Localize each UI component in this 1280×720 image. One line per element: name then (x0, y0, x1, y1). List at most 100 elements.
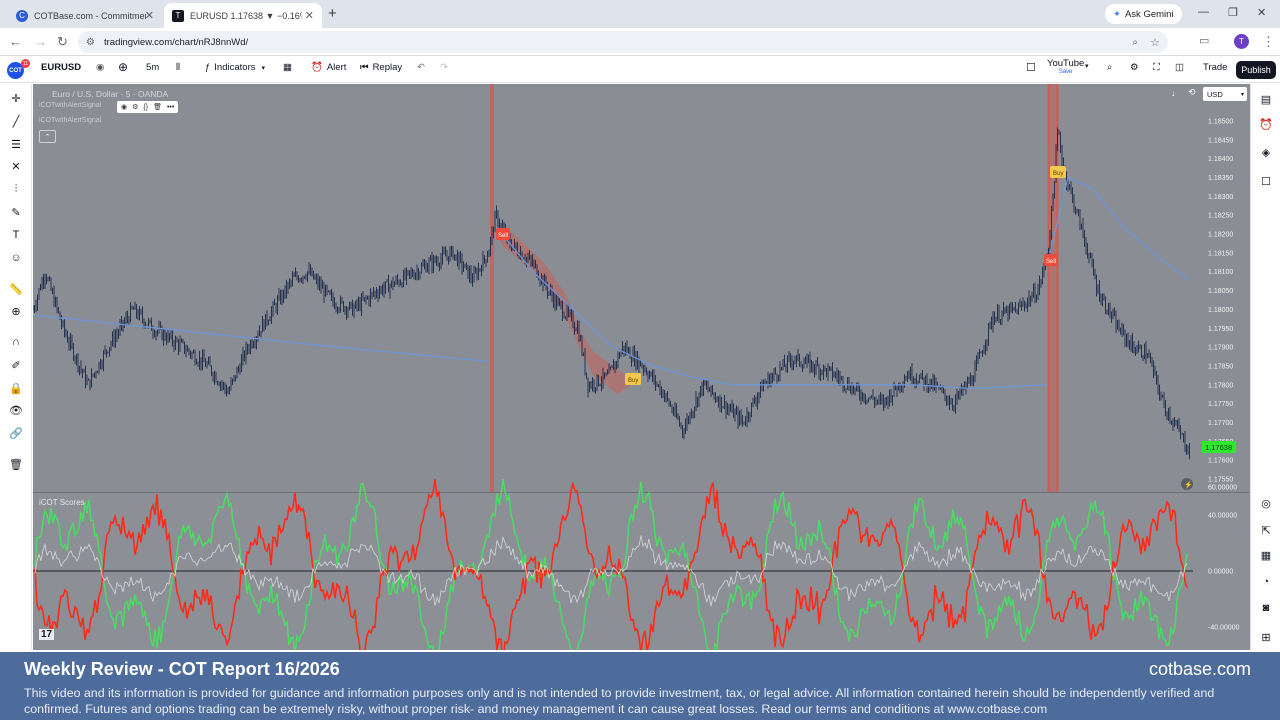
rocket-icon[interactable]: ⇱ (1261, 524, 1271, 537)
current-price-text: 1.17638 (1205, 443, 1232, 452)
currency-select[interactable]: USD ▾ (1203, 87, 1247, 101)
buy-signal-marker[interactable] (1050, 166, 1066, 178)
alerts-clock-icon[interactable]: ⏰ (1259, 118, 1273, 131)
restore-icon[interactable]: ❐ (1228, 7, 1238, 19)
new-tab-icon[interactable]: + (328, 5, 337, 22)
ruler-icon[interactable]: 📏 (9, 283, 23, 296)
pattern-icon[interactable]: ✕ (11, 160, 21, 173)
close-tab-icon[interactable]: ✕ (304, 10, 314, 22)
price-tick-label: 1.17600 (1208, 458, 1233, 465)
settings-icon[interactable]: ⚙ (1130, 62, 1139, 73)
magnet-icon[interactable]: ∩ (12, 336, 20, 348)
chevron-down-icon[interactable]: ▾ (1085, 63, 1089, 70)
symbol-title[interactable]: Euro / U.S. Dollar · 5 · OANDA (52, 89, 169, 99)
zoom-icon[interactable]: ⌕ (1132, 36, 1138, 48)
price-tick-label: 1.18300 (1208, 194, 1233, 201)
sub-pane-title[interactable]: iCOT Scores (39, 498, 85, 507)
tradingview-watermark[interactable]: 17 (39, 629, 55, 640)
price-axis[interactable]: 1.18500 1.18450 1.18400 1.18350 1.18300 1.182… (1208, 119, 1233, 484)
profile-avatar[interactable]: T (1234, 34, 1249, 49)
price-tick-label: 1.18350 (1208, 175, 1233, 182)
ask-gemini-button[interactable]: ✦ Ask Gemini (1105, 4, 1182, 24)
trend-line-icon[interactable]: ╱ (12, 115, 20, 128)
fullscreen-icon[interactable]: ⛶ (1153, 62, 1160, 73)
replay-button[interactable]: ⏮ Replay (360, 62, 402, 73)
tab-cotbase[interactable]: C COTBase.com - Commitments of ✕ (8, 3, 162, 28)
text-icon[interactable]: T (12, 229, 20, 241)
layers-icon[interactable]: ◈ (1261, 146, 1271, 159)
snapshot-icon[interactable]: ◫ (1175, 62, 1184, 73)
settings-icon[interactable]: ⚙ (132, 104, 139, 111)
chat-icon[interactable]: ☐ (1261, 175, 1271, 188)
trade-button[interactable]: Trade (1203, 62, 1228, 73)
search-icon[interactable]: ⌕ (1107, 62, 1113, 73)
download-icon[interactable]: ↓ (1171, 88, 1176, 98)
sync-icon[interactable]: ⟲ (1188, 87, 1196, 97)
calendar-icon[interactable]: ▦ (1260, 549, 1272, 562)
sell-signal-marker[interactable] (1044, 254, 1058, 266)
tradingview-logo[interactable]: COT (7, 62, 24, 79)
stay-drawing-icon[interactable]: ✐ (11, 359, 21, 372)
emoji-icon[interactable]: ☺ (10, 252, 22, 264)
eye-icon[interactable]: ◉ (121, 104, 128, 111)
minimize-icon[interactable]: — (1198, 6, 1209, 18)
indicators-label: Indicators (214, 62, 256, 73)
undo-icon[interactable]: ↶ (417, 62, 425, 73)
crosshair-icon[interactable]: ✛ (11, 92, 21, 105)
interval-button[interactable]: 5m (146, 62, 160, 73)
address-bar[interactable]: ⚙ tradingview.com/chart/nRJ8nnWd/ ⌕ ☆ (78, 31, 1168, 53)
signal-icon[interactable]: ◔ (1262, 576, 1270, 588)
site-info-icon[interactable]: ⚙ (86, 36, 95, 48)
eye-icon[interactable]: 👁 (9, 404, 23, 417)
price-tick-label: 1.18100 (1208, 269, 1233, 276)
tab-tradingview[interactable]: T EURUSD 1.17638 ▼ −0.16% Yo ✕ (164, 3, 322, 28)
collapse-legend-button[interactable]: ⌃ (39, 130, 56, 143)
indicators-button[interactable]: ƒ Indicators ▾ (205, 62, 265, 73)
indicator-name[interactable]: iCOTwithAlertSignal (39, 102, 102, 109)
forecast-icon[interactable]: ⫶ (14, 182, 18, 195)
delete-icon[interactable]: 🗑 (153, 104, 162, 111)
price-tick-label: 1.17900 (1208, 345, 1233, 352)
price-tick-label: 1.17800 (1208, 382, 1233, 389)
alert-button[interactable]: ⏰ Alert (311, 62, 346, 73)
publish-button[interactable]: Publish (1236, 61, 1276, 79)
redo-icon[interactable]: ↷ (440, 62, 448, 73)
buy-signal-label: Buy (628, 378, 638, 384)
buy-signal-marker[interactable] (625, 373, 641, 385)
zoom-in-icon[interactable]: ⊕ (11, 305, 21, 318)
go-to-realtime-icon[interactable] (1181, 478, 1193, 490)
fib-icon[interactable]: ☰ (11, 138, 21, 151)
apps-grid-icon[interactable]: ⊞ (1261, 631, 1271, 644)
link-icon[interactable]: 🔗 (9, 427, 23, 440)
buy-signal-label: Buy (1053, 171, 1063, 177)
browser-menu-icon[interactable]: ⋮ (1262, 34, 1275, 49)
layout-square-icon[interactable]: ☐ (1026, 62, 1036, 74)
back-icon[interactable]: ← (9, 34, 22, 49)
forward-icon[interactable]: → (34, 34, 47, 49)
target-icon[interactable]: ◎ (1261, 497, 1271, 510)
watch-icon[interactable]: ◉ (96, 62, 105, 73)
symbol-search[interactable]: EURUSD (41, 62, 82, 73)
chart-type-icon[interactable]: ⫴ (176, 62, 180, 73)
layouts-icon[interactable]: ▦ (283, 62, 292, 73)
reload-icon[interactable]: ↻ (57, 34, 68, 49)
alert-icon: ⏰ (311, 62, 323, 73)
notifications-icon[interactable]: ◙ (1262, 602, 1270, 614)
more-icon[interactable]: ••• (166, 103, 175, 111)
bookmark-star-icon[interactable]: ☆ (1150, 36, 1160, 49)
score-axis[interactable]: 60.0000040.000000.00000-40.00000-80.0000… (1208, 485, 1240, 651)
lock-icon[interactable]: 🔒 (9, 382, 23, 395)
price-tick-label: 1.18250 (1208, 213, 1233, 220)
brush-icon[interactable]: ✎ (11, 206, 21, 219)
compare-symbol-icon[interactable]: ⊕ (118, 60, 129, 74)
sell-signal-marker[interactable] (496, 228, 510, 240)
close-window-icon[interactable]: ✕ (1257, 7, 1267, 19)
trash-icon[interactable]: 🗑 (9, 458, 23, 471)
chart-canvas[interactable]: 1.18500 1.18450 1.18400 1.18350 1.18300 1.182… (33, 84, 1250, 650)
source-code-icon[interactable]: {} (143, 103, 149, 111)
watchlist-icon[interactable]: ▤ (1260, 93, 1272, 106)
youtube-layout-button[interactable]: YouTube Save (1047, 59, 1084, 77)
indicator-name-2[interactable]: iCOTwithAlertSignal (39, 117, 102, 124)
close-tab-icon[interactable]: ✕ (144, 10, 154, 22)
cast-icon[interactable]: ▭ (1199, 35, 1210, 47)
